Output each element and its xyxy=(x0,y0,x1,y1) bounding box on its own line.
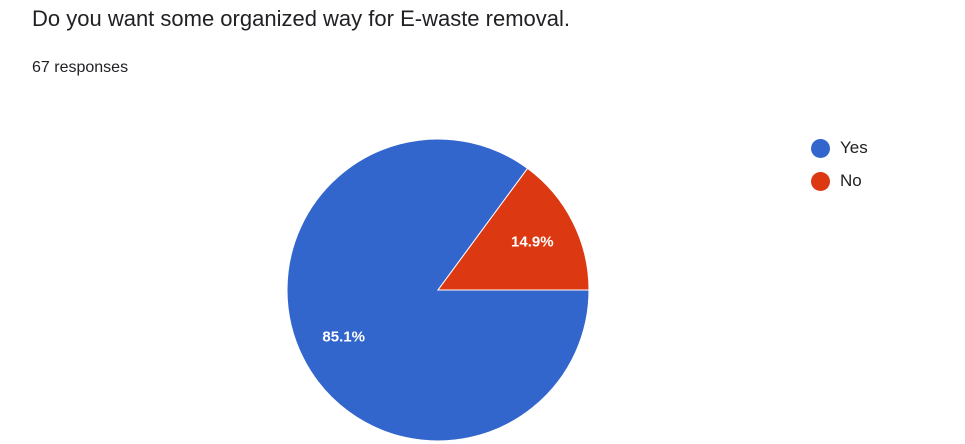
pie-slice-labels: 85.1% 14.9% xyxy=(322,233,553,345)
pie-slice-no xyxy=(437,167,590,291)
slice-label-no: 14.9% xyxy=(511,233,554,250)
question-title: Do you want some organized way for E-was… xyxy=(32,6,571,31)
legend-item-yes: Yes xyxy=(811,137,868,159)
slice-label-yes: 85.1% xyxy=(322,329,365,346)
pie-slices xyxy=(286,138,590,442)
legend-swatch-yes-icon xyxy=(811,138,830,158)
legend-item-no: No xyxy=(811,170,868,192)
legend-label-yes: Yes xyxy=(840,138,868,157)
chart-legend: Yes No xyxy=(811,137,868,203)
response-count: 67 responses xyxy=(32,59,129,76)
legend-label-no: No xyxy=(840,171,862,190)
legend-swatch-no-icon xyxy=(811,171,830,191)
